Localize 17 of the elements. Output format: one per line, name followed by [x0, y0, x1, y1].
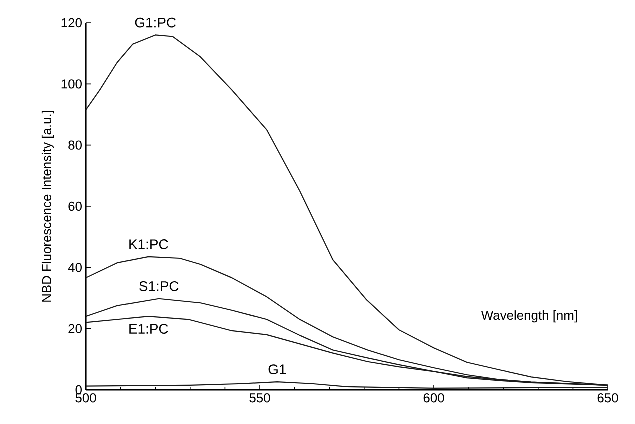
y-tick-label: 80	[68, 140, 82, 150]
y-axis-title: NBD Fluorescence Intensity [a.u.]	[42, 110, 54, 302]
x-tick-label: 550	[250, 394, 270, 403]
x-tick-label: 500	[76, 394, 96, 403]
series-label: K1:PC	[130, 240, 168, 250]
series-label: G1	[268, 364, 286, 375]
series-label: E1:PC	[130, 324, 168, 334]
y-tick-label: 40	[68, 263, 82, 272]
y-tick-label: 20	[68, 324, 82, 334]
y-tick-label: 60	[68, 202, 82, 212]
series-label: G1:PC	[135, 18, 176, 28]
x-tick-label: 650	[598, 394, 618, 403]
y-tick-label: 120	[62, 18, 82, 28]
x-tick-label: 600	[424, 394, 444, 403]
series-label: S1:PC	[140, 281, 179, 292]
x-axis-title: Wavelength [nm]	[481, 310, 578, 323]
y-tick-label: 100	[62, 80, 82, 89]
